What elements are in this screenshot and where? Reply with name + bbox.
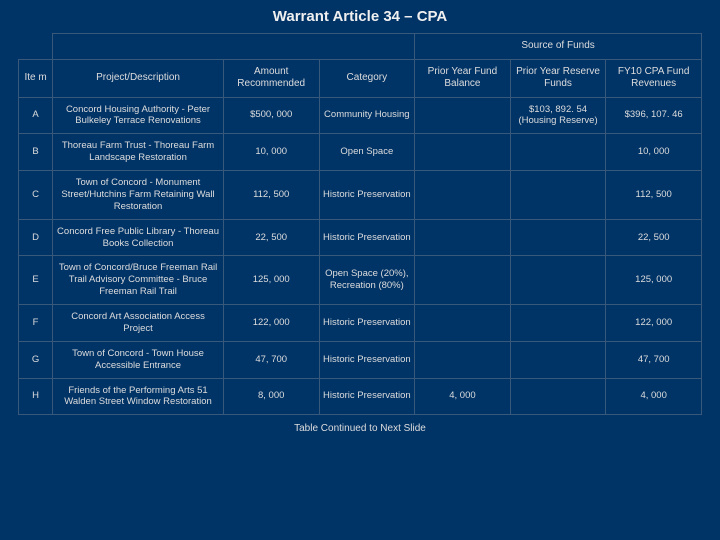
table-row: AConcord Housing Authority - Peter Bulke… <box>19 97 702 134</box>
footer-note: Table Continued to Next Slide <box>18 423 702 434</box>
cell-amount: 112, 500 <box>223 171 319 220</box>
col-amount: Amount Recommended <box>223 59 319 97</box>
cell-reserve <box>510 171 606 220</box>
cell-balance <box>415 171 511 220</box>
col-project: Project/Description <box>53 59 224 97</box>
cell-item: C <box>19 171 53 220</box>
cell-project: Town of Concord - Monument Street/Hutchi… <box>53 171 224 220</box>
source-of-funds-header: Source of Funds <box>415 34 702 60</box>
cell-item: F <box>19 305 53 342</box>
cell-project: Friends of the Performing Arts 51 Walden… <box>53 378 224 415</box>
cell-reserve: $103, 892. 54 (Housing Reserve) <box>510 97 606 134</box>
cell-item: E <box>19 256 53 305</box>
cell-revenues: 112, 500 <box>606 171 702 220</box>
cell-revenues: 125, 000 <box>606 256 702 305</box>
blank-span <box>53 34 415 60</box>
table-row: HFriends of the Performing Arts 51 Walde… <box>19 378 702 415</box>
cell-revenues: 4, 000 <box>606 378 702 415</box>
cell-project: Concord Art Association Access Project <box>53 305 224 342</box>
cell-balance <box>415 219 511 256</box>
col-category: Category <box>319 59 415 97</box>
cell-project: Town of Concord - Town House Accessible … <box>53 341 224 378</box>
cell-amount: 8, 000 <box>223 378 319 415</box>
cell-amount: 125, 000 <box>223 256 319 305</box>
cell-item: H <box>19 378 53 415</box>
cell-reserve <box>510 378 606 415</box>
table-row: FConcord Art Association Access Project1… <box>19 305 702 342</box>
cell-category: Open Space (20%), Recreation (80%) <box>319 256 415 305</box>
cell-category: Historic Preservation <box>319 171 415 220</box>
cell-reserve <box>510 134 606 171</box>
cell-amount: $500, 000 <box>223 97 319 134</box>
page-title: Warrant Article 34 – CPA <box>18 8 702 25</box>
cell-reserve <box>510 341 606 378</box>
cell-category: Open Space <box>319 134 415 171</box>
cell-revenues: 22, 500 <box>606 219 702 256</box>
cell-balance <box>415 256 511 305</box>
cell-project: Concord Free Public Library - Thoreau Bo… <box>53 219 224 256</box>
cell-category: Community Housing <box>319 97 415 134</box>
cell-balance <box>415 341 511 378</box>
cpa-table: Source of Funds Ite m Project/Descriptio… <box>18 33 702 415</box>
cell-revenues: $396, 107. 46 <box>606 97 702 134</box>
cell-category: Historic Preservation <box>319 341 415 378</box>
cell-project: Town of Concord/Bruce Freeman Rail Trail… <box>53 256 224 305</box>
cell-item: B <box>19 134 53 171</box>
table-row: BThoreau Farm Trust - Thoreau Farm Lands… <box>19 134 702 171</box>
cell-amount: 47, 700 <box>223 341 319 378</box>
col-balance: Prior Year Fund Balance <box>415 59 511 97</box>
col-reserve: Prior Year Reserve Funds <box>510 59 606 97</box>
cell-category: Historic Preservation <box>319 378 415 415</box>
cell-reserve <box>510 305 606 342</box>
table-row: DConcord Free Public Library - Thoreau B… <box>19 219 702 256</box>
cell-item: D <box>19 219 53 256</box>
cell-category: Historic Preservation <box>319 219 415 256</box>
cell-amount: 22, 500 <box>223 219 319 256</box>
table-row: CTown of Concord - Monument Street/Hutch… <box>19 171 702 220</box>
blank-cell <box>19 34 53 60</box>
table-row: ETown of Concord/Bruce Freeman Rail Trai… <box>19 256 702 305</box>
col-revenues: FY10 CPA Fund Revenues <box>606 59 702 97</box>
col-item: Ite m <box>19 59 53 97</box>
cell-category: Historic Preservation <box>319 305 415 342</box>
cell-item: G <box>19 341 53 378</box>
header-row-1: Source of Funds <box>19 34 702 60</box>
table-row: GTown of Concord - Town House Accessible… <box>19 341 702 378</box>
cell-revenues: 122, 000 <box>606 305 702 342</box>
cell-amount: 122, 000 <box>223 305 319 342</box>
cell-balance <box>415 134 511 171</box>
cell-balance <box>415 305 511 342</box>
cell-reserve <box>510 256 606 305</box>
cell-project: Concord Housing Authority - Peter Bulkel… <box>53 97 224 134</box>
cell-revenues: 47, 700 <box>606 341 702 378</box>
cell-revenues: 10, 000 <box>606 134 702 171</box>
cell-balance: 4, 000 <box>415 378 511 415</box>
header-row-2: Ite m Project/Description Amount Recomme… <box>19 59 702 97</box>
cell-balance <box>415 97 511 134</box>
cell-item: A <box>19 97 53 134</box>
cell-amount: 10, 000 <box>223 134 319 171</box>
cell-reserve <box>510 219 606 256</box>
cell-project: Thoreau Farm Trust - Thoreau Farm Landsc… <box>53 134 224 171</box>
